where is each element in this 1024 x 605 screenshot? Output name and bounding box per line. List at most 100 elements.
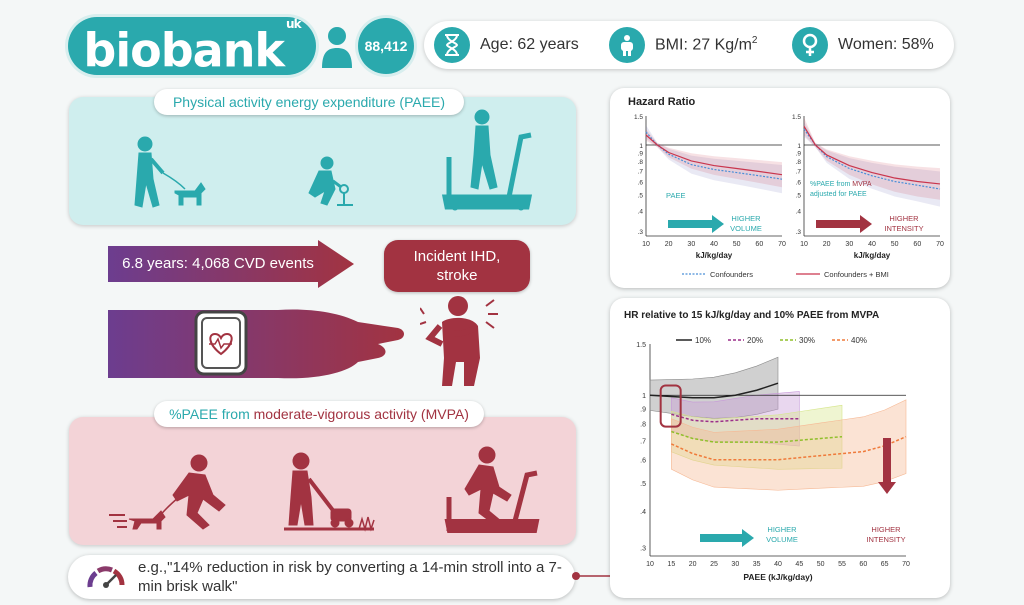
x-axis-label: kJ/kg/day bbox=[854, 251, 891, 260]
x-tick-label: 55 bbox=[838, 561, 846, 568]
bmi-stat: BMI: 27 Kg/m2 bbox=[609, 26, 757, 64]
mvpa-activity-icons bbox=[109, 446, 540, 533]
y-tick-label: .8 bbox=[796, 159, 802, 166]
series-line-confounders-bmi bbox=[803, 125, 941, 185]
y-tick-label: .7 bbox=[640, 438, 646, 445]
series-line-confounders bbox=[645, 131, 783, 180]
paee-activity-icons bbox=[134, 109, 533, 211]
y-tick-label: 1.5 bbox=[792, 114, 801, 121]
bmi-value: BMI: 27 Kg/m bbox=[655, 36, 752, 54]
x-tick-label: 60 bbox=[755, 241, 763, 248]
x-tick-label: 70 bbox=[902, 561, 910, 568]
legend-label: 40% bbox=[851, 336, 867, 345]
y-tick-label: .7 bbox=[638, 168, 644, 175]
x-tick-label: 35 bbox=[753, 561, 761, 568]
x-tick-label: 30 bbox=[731, 561, 739, 568]
legend-label: 10% bbox=[695, 336, 711, 345]
person-icon bbox=[320, 26, 354, 68]
x-tick-label: 45 bbox=[795, 561, 803, 568]
x-tick-label: 70 bbox=[936, 241, 944, 248]
y-tick-label: .5 bbox=[638, 193, 644, 200]
demographics-bar: Age: 62 years BMI: 27 Kg/m2 Women: 58% bbox=[424, 21, 954, 69]
hr-chart-title: Hazard Ratio bbox=[628, 96, 696, 108]
y-tick-label: .3 bbox=[796, 229, 802, 236]
confidence-band-3 bbox=[671, 399, 907, 491]
x-tick-label: 10 bbox=[800, 241, 808, 248]
y-tick-label: 1 bbox=[642, 393, 646, 400]
confidence-band bbox=[804, 121, 940, 207]
biobank-logo: biobank uk bbox=[68, 17, 316, 78]
mvpa-panel: %PAEE from moderate-vigorous activity (M… bbox=[69, 401, 576, 545]
x-tick-label: 15 bbox=[667, 561, 675, 568]
legend-label: 30% bbox=[799, 336, 815, 345]
y-tick-label: .5 bbox=[640, 481, 646, 488]
x-tick-label: 10 bbox=[646, 561, 654, 568]
legend-label: 20% bbox=[747, 336, 763, 345]
y-tick-label: .8 bbox=[640, 421, 646, 428]
volume-arrow bbox=[700, 529, 754, 547]
y-tick-label: .9 bbox=[796, 151, 802, 158]
x-tick-label: 65 bbox=[881, 561, 889, 568]
dog-walking-icon bbox=[134, 136, 206, 208]
women-label: Women: 58% bbox=[838, 36, 934, 53]
joint-chart-title: HR relative to 15 kJ/kg/day and 10% PAEE… bbox=[624, 310, 879, 321]
y-tick-label: .3 bbox=[640, 545, 646, 552]
speedometer-icon bbox=[87, 566, 125, 588]
chest-pain-figure-icon bbox=[420, 296, 498, 386]
outcome-box: Incident IHD, stroke bbox=[384, 240, 530, 292]
bmi-unit-sup: 2 bbox=[751, 35, 758, 47]
women-stat: Women: 58% bbox=[792, 26, 934, 64]
y-tick-label: .4 bbox=[638, 208, 644, 215]
annotation-line1: HIGHER bbox=[889, 214, 919, 223]
hourglass-icon bbox=[434, 27, 470, 63]
y-tick-label: .8 bbox=[638, 159, 644, 166]
treadmill-walking-icon bbox=[441, 109, 533, 211]
panel-label-mvpa: MVPA bbox=[852, 181, 872, 188]
logo-suffix: uk bbox=[286, 17, 302, 31]
x-tick-label: 60 bbox=[859, 561, 867, 568]
x-tick-label: 40 bbox=[774, 561, 782, 568]
outcome-text: Incident IHD, stroke bbox=[413, 248, 501, 284]
intensity-label-line2: INTENSITY bbox=[866, 535, 905, 544]
heart-icon bbox=[209, 332, 233, 356]
x-tick-label: 30 bbox=[845, 241, 853, 248]
x-tick-label: 20 bbox=[823, 241, 831, 248]
x-tick-label: 20 bbox=[665, 241, 673, 248]
y-tick-label: 1 bbox=[639, 143, 643, 150]
female-symbol-icon bbox=[792, 27, 828, 63]
followup-text: 6.8 years: 4,068 CVD events bbox=[122, 255, 314, 272]
followup-arrow bbox=[108, 240, 354, 288]
lawn-mowing-icon bbox=[284, 452, 375, 532]
y-tick-label: .4 bbox=[796, 208, 802, 215]
running-with-dog-icon bbox=[109, 454, 226, 530]
paee-panel: Physical activity energy expenditure (PA… bbox=[69, 89, 576, 225]
mvpa-title-part2: moderate-vigorous activity (MVPA) bbox=[253, 406, 469, 422]
highlight-box bbox=[659, 384, 682, 428]
age-label: Age: 62 years bbox=[480, 36, 579, 53]
y-tick-label: .6 bbox=[638, 180, 644, 187]
intensity-arrow bbox=[878, 438, 896, 494]
annotation-line2: INTENSITY bbox=[884, 224, 923, 233]
mvpa-panel-title: %PAEE from moderate-vigorous activity (M… bbox=[154, 401, 484, 427]
y-tick-label: 1 bbox=[797, 143, 801, 150]
x-tick-label: 30 bbox=[687, 241, 695, 248]
x-tick-label: 40 bbox=[710, 241, 718, 248]
participant-count: 88,412 bbox=[358, 18, 414, 74]
confidence-band bbox=[646, 129, 782, 188]
y-tick-label: .9 bbox=[638, 151, 644, 158]
confidence-band-1 bbox=[671, 391, 800, 447]
treadmill-running-icon bbox=[444, 446, 540, 533]
volume-label-line1: HIGHER bbox=[767, 525, 797, 534]
series-line-40pct bbox=[671, 436, 907, 461]
panel-label-part: %PAEE from bbox=[810, 181, 852, 188]
x-tick-label: 50 bbox=[891, 241, 899, 248]
logo-text: biobank bbox=[83, 23, 285, 78]
x-tick-label: 20 bbox=[689, 561, 697, 568]
volume-arrow bbox=[668, 215, 724, 233]
joint-hr-card: HR relative to 15 kJ/kg/day and 10% PAEE… bbox=[610, 298, 950, 598]
confidence-band-2 bbox=[671, 404, 843, 470]
legend-label-confounders-bmi: Confounders + BMI bbox=[824, 270, 889, 279]
x-tick-label: 60 bbox=[913, 241, 921, 248]
